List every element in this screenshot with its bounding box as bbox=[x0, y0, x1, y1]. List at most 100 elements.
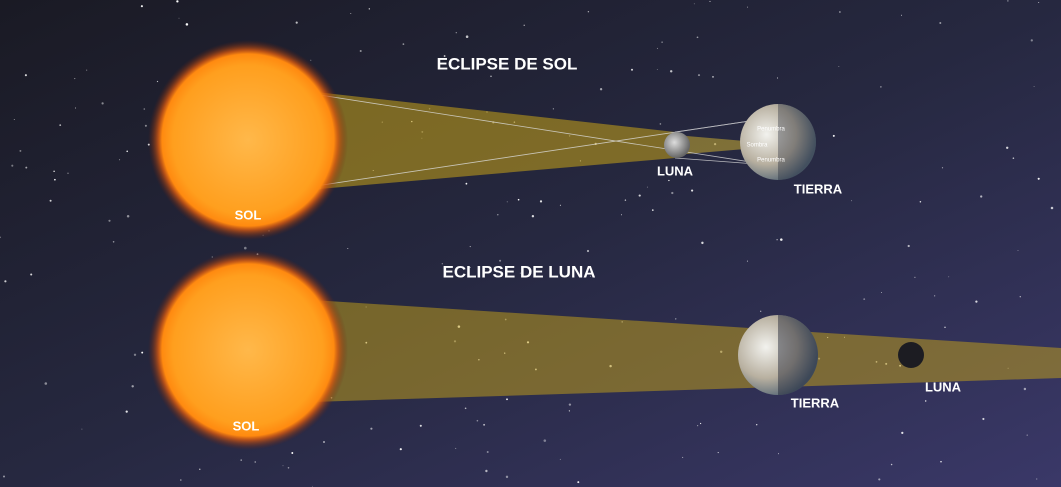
star bbox=[639, 195, 641, 197]
star bbox=[186, 23, 189, 26]
star bbox=[625, 199, 626, 200]
star bbox=[697, 36, 699, 38]
star bbox=[694, 3, 695, 4]
star bbox=[880, 86, 881, 87]
zone-label: Penumbra bbox=[757, 158, 785, 164]
diagram: ECLIPSE DE SOL SOL LUNA TIERRA Penumbra … bbox=[0, 0, 1061, 487]
star bbox=[54, 179, 56, 181]
star bbox=[747, 7, 748, 8]
star bbox=[53, 171, 54, 172]
star bbox=[1031, 39, 1033, 41]
star bbox=[1038, 2, 1039, 3]
star bbox=[901, 432, 903, 434]
star bbox=[948, 276, 949, 277]
star bbox=[942, 167, 943, 168]
star bbox=[403, 43, 405, 45]
star bbox=[587, 250, 589, 252]
star bbox=[920, 201, 922, 203]
star bbox=[701, 242, 703, 244]
star bbox=[518, 199, 520, 201]
star bbox=[141, 5, 143, 7]
star bbox=[25, 167, 27, 169]
star bbox=[600, 88, 602, 90]
star bbox=[506, 398, 508, 400]
star bbox=[934, 295, 935, 296]
star bbox=[360, 50, 362, 52]
star bbox=[980, 195, 982, 197]
star bbox=[487, 451, 489, 453]
star bbox=[1051, 207, 1054, 210]
star bbox=[400, 448, 402, 450]
star bbox=[507, 201, 508, 202]
star bbox=[113, 241, 115, 243]
star bbox=[199, 469, 200, 470]
star bbox=[760, 311, 761, 312]
star bbox=[863, 298, 865, 300]
star bbox=[569, 410, 570, 411]
star bbox=[682, 457, 683, 458]
zone-label: Sombra bbox=[746, 143, 768, 149]
star bbox=[668, 180, 669, 181]
star bbox=[179, 18, 180, 19]
star bbox=[851, 200, 852, 201]
star bbox=[67, 173, 68, 174]
moon-label: LUNA bbox=[657, 163, 694, 178]
star bbox=[108, 220, 110, 222]
star bbox=[50, 200, 52, 202]
star bbox=[86, 70, 87, 71]
star bbox=[647, 187, 648, 188]
star bbox=[1024, 388, 1026, 390]
star bbox=[143, 108, 145, 110]
star bbox=[283, 465, 284, 466]
star bbox=[180, 479, 182, 481]
star bbox=[1034, 86, 1035, 87]
star bbox=[131, 385, 133, 387]
star bbox=[712, 76, 714, 78]
star bbox=[569, 403, 571, 405]
star bbox=[1038, 178, 1040, 180]
star bbox=[1018, 250, 1019, 251]
star bbox=[30, 273, 32, 275]
star bbox=[553, 108, 554, 109]
star bbox=[675, 318, 676, 319]
star bbox=[126, 151, 128, 153]
star bbox=[157, 81, 158, 82]
star bbox=[347, 248, 348, 249]
star bbox=[621, 214, 622, 215]
star bbox=[244, 247, 247, 250]
star bbox=[975, 300, 977, 302]
star bbox=[370, 428, 372, 430]
star bbox=[255, 461, 256, 462]
star bbox=[119, 159, 120, 160]
star bbox=[455, 448, 456, 449]
star bbox=[577, 481, 579, 483]
star bbox=[466, 183, 468, 185]
star bbox=[939, 22, 941, 24]
star bbox=[588, 11, 589, 12]
star bbox=[1007, 0, 1008, 1]
star bbox=[456, 32, 457, 33]
star bbox=[838, 66, 839, 67]
zone-label: Penumbra bbox=[757, 127, 785, 133]
moon bbox=[898, 342, 924, 368]
star bbox=[45, 382, 48, 385]
star bbox=[141, 352, 143, 354]
star bbox=[780, 238, 783, 241]
star bbox=[240, 459, 241, 460]
star bbox=[497, 214, 498, 215]
moon-label: LUNA bbox=[925, 379, 962, 394]
star bbox=[881, 292, 882, 293]
star bbox=[1006, 147, 1008, 149]
star bbox=[145, 125, 147, 127]
star bbox=[1027, 434, 1028, 435]
star bbox=[126, 410, 128, 412]
star bbox=[1020, 296, 1021, 297]
star bbox=[878, 478, 880, 480]
star bbox=[310, 60, 311, 61]
star bbox=[709, 1, 710, 2]
star bbox=[490, 75, 492, 77]
star bbox=[176, 0, 178, 2]
star bbox=[25, 74, 27, 76]
star bbox=[11, 165, 13, 167]
star bbox=[776, 239, 777, 240]
